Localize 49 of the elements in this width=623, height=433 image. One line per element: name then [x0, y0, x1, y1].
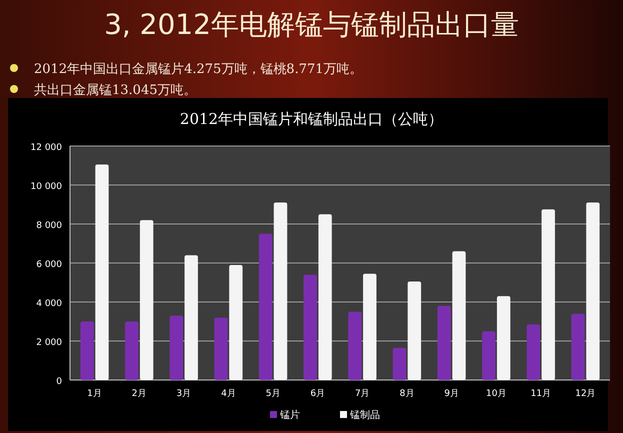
bar [348, 312, 362, 380]
text: 共出口金属锰13.045万吨。 [34, 83, 196, 98]
legend-label: 锰片 [279, 409, 300, 421]
bar [571, 314, 585, 380]
x-tick-label: 4月 [221, 389, 236, 399]
y-tick-label: 6 000 [36, 260, 62, 270]
bar [586, 202, 600, 380]
x-tick-label: 7月 [354, 389, 370, 399]
bar [80, 322, 94, 380]
bar [258, 234, 272, 380]
bar [363, 274, 376, 380]
bar [229, 264, 243, 380]
x-tick-label: 5月 [266, 389, 280, 399]
y-tick-label: 12 000 [30, 143, 62, 153]
bar [304, 274, 317, 380]
x-tick-label: 3月 [176, 389, 192, 399]
x-tick-label: 1月 [87, 389, 102, 399]
x-tick-label: 10月 [486, 389, 506, 399]
chart-subtitle: 2012年中国锰片和锰制品出口（公吨） [180, 110, 444, 128]
bar [214, 318, 228, 380]
bar [140, 220, 154, 380]
x-tick-label: 6月 [310, 389, 326, 399]
text: 2012年中国出口金属锰片4.275万吨，锰桃8.771万吨。 [34, 62, 363, 77]
y-tick-label: 10 000 [30, 182, 62, 192]
bar [437, 306, 451, 380]
bar [95, 164, 109, 380]
chart-title: 3, 2012年电解锰与锰制品出口量 [104, 8, 519, 41]
bar [496, 296, 510, 380]
bar [408, 282, 422, 380]
bar [392, 348, 406, 380]
bar [170, 316, 184, 380]
bar [184, 255, 198, 380]
bar [542, 209, 555, 380]
y-tick-label: 2 000 [36, 338, 62, 348]
bar [125, 322, 138, 380]
bar [318, 214, 332, 380]
x-tick-label: 8月 [400, 389, 414, 399]
x-tick-label: 12月 [575, 389, 596, 399]
x-tick-label: 9月 [444, 389, 459, 399]
y-tick-label: 8 000 [36, 221, 62, 231]
y-tick-label: 0 [56, 377, 62, 387]
bar [526, 324, 540, 380]
bar [482, 331, 496, 380]
legend-label: 锰制品 [349, 409, 380, 421]
x-tick-label: 11月 [530, 389, 552, 399]
bar [452, 251, 466, 380]
bar [274, 202, 288, 380]
y-tick-label: 4 000 [36, 299, 62, 309]
x-tick-label: 2月 [132, 389, 147, 399]
